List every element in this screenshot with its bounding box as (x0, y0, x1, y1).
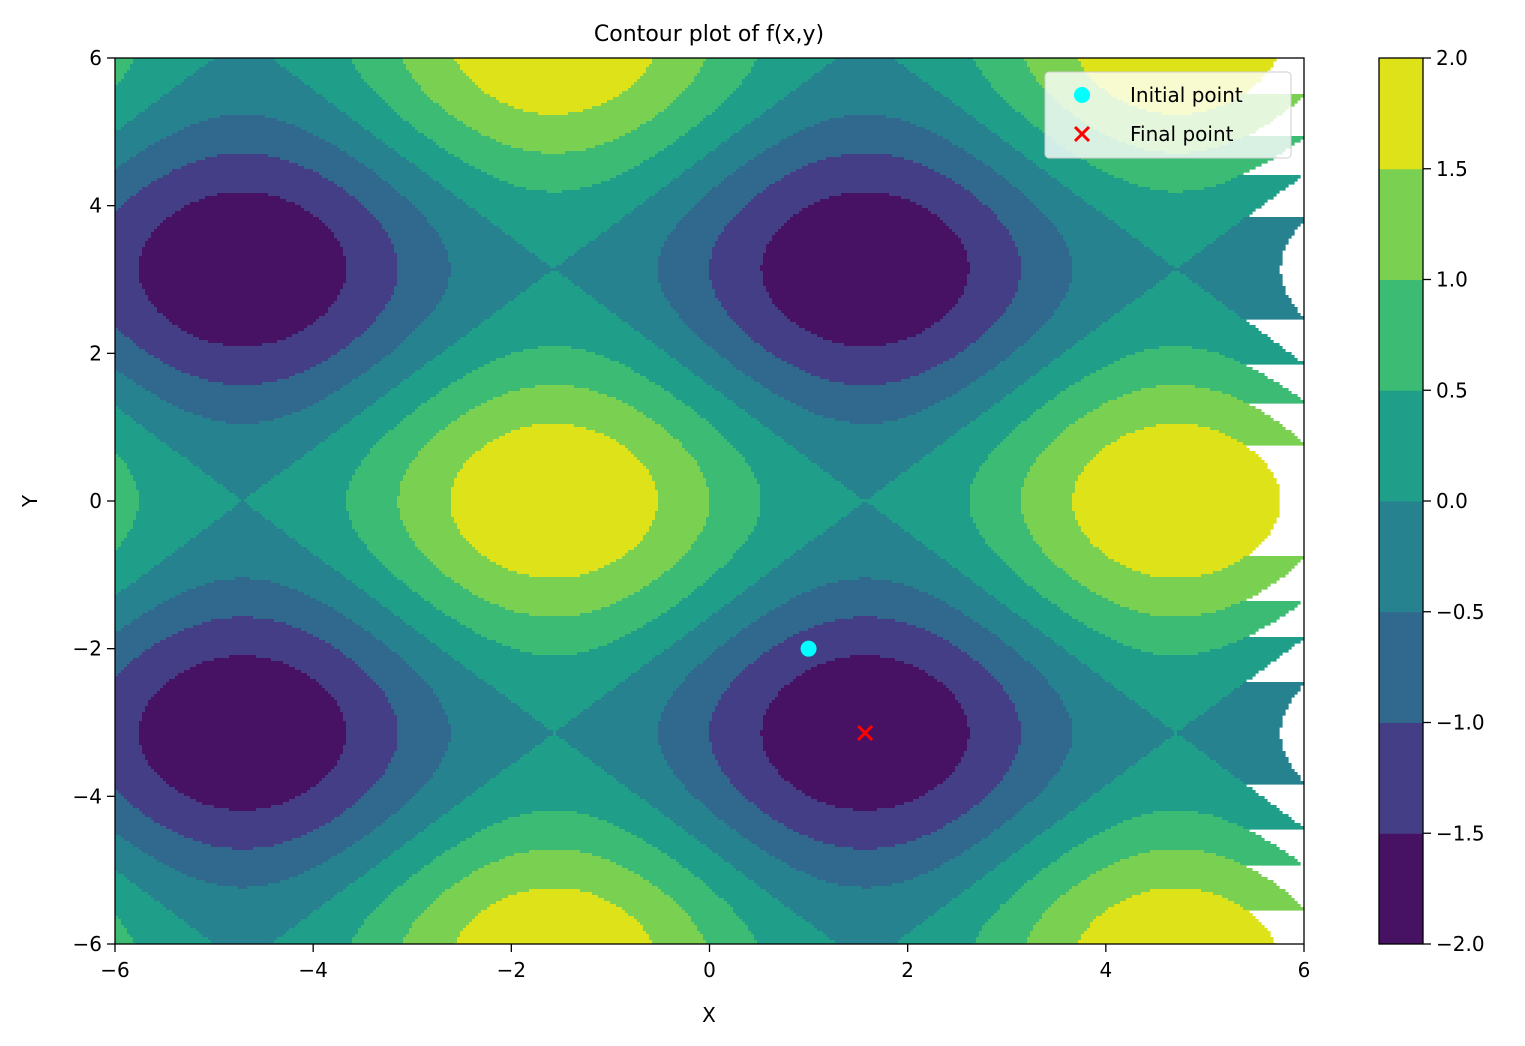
contour-cell (1240, 361, 1304, 365)
contour-cell (1243, 826, 1304, 830)
legend-initial-marker (1074, 87, 1090, 103)
y-tick-label: 0 (89, 489, 102, 513)
colorbar-band (1379, 280, 1423, 391)
colorbar-tick-label: −2.0 (1436, 932, 1485, 956)
x-tick-label: 4 (1099, 958, 1112, 982)
colorbar-tick-label: 0.0 (1436, 489, 1468, 513)
colorbar-band (1379, 612, 1423, 723)
colorbar-tick-label: 2.0 (1436, 46, 1468, 70)
colorbar-tick-label: 1.0 (1436, 268, 1468, 292)
contour-cell (1243, 907, 1304, 911)
x-axis-label: X (702, 1003, 716, 1027)
y-tick-label: −4 (73, 784, 102, 808)
colorbar-tick-label: 1.5 (1436, 157, 1468, 181)
contour-fill (115, 58, 1304, 947)
colorbar-band (1379, 390, 1423, 501)
chart-title: Contour plot of f(x,y) (594, 22, 824, 47)
contour-cell (1240, 316, 1304, 320)
colorbar-tick-label: −0.5 (1436, 600, 1485, 624)
legend-final-label: Final point (1130, 122, 1234, 146)
x-tick-label: −4 (298, 958, 327, 982)
x-tick-label: −6 (100, 958, 129, 982)
colorbar-band (1379, 833, 1423, 944)
y-axis-label: Y (18, 494, 42, 508)
colorbar: 2.0 1.5 1.0 0.5 0.0 −0.5 −1.0 −1.5 −2.0 (1379, 46, 1485, 956)
x-tick-label: 6 (1298, 958, 1311, 982)
colorbar-band (1379, 723, 1423, 834)
contour-cell (1243, 781, 1304, 785)
x-tick-label: 0 (703, 958, 716, 982)
x-tick-label: 2 (901, 958, 914, 982)
x-axis: −6 −4 −2 0 2 4 6 (100, 944, 1310, 982)
colorbar-tick-label: 0.5 (1436, 378, 1468, 402)
contour-cell (1243, 400, 1304, 404)
colorbar-band (1379, 501, 1423, 612)
y-tick-label: 2 (89, 341, 102, 365)
initial-point-marker (801, 641, 817, 657)
contour-cell (1240, 862, 1301, 866)
colorbar-tick-label: −1.0 (1436, 711, 1485, 735)
contour-cell (1243, 442, 1304, 446)
legend: Initial point Final point (1045, 72, 1291, 158)
legend-initial-label: Initial point (1130, 83, 1243, 107)
colorbar-tick-label: −1.5 (1436, 821, 1485, 845)
colorbar-band (1379, 58, 1423, 169)
colorbar-band (1379, 169, 1423, 280)
y-tick-label: −2 (73, 637, 102, 661)
y-tick-label: −6 (73, 932, 102, 956)
x-tick-label: −2 (497, 958, 526, 982)
y-axis: −6 −4 −2 0 2 4 6 (73, 46, 115, 956)
y-tick-label: 6 (89, 46, 102, 70)
y-tick-label: 4 (89, 194, 102, 218)
